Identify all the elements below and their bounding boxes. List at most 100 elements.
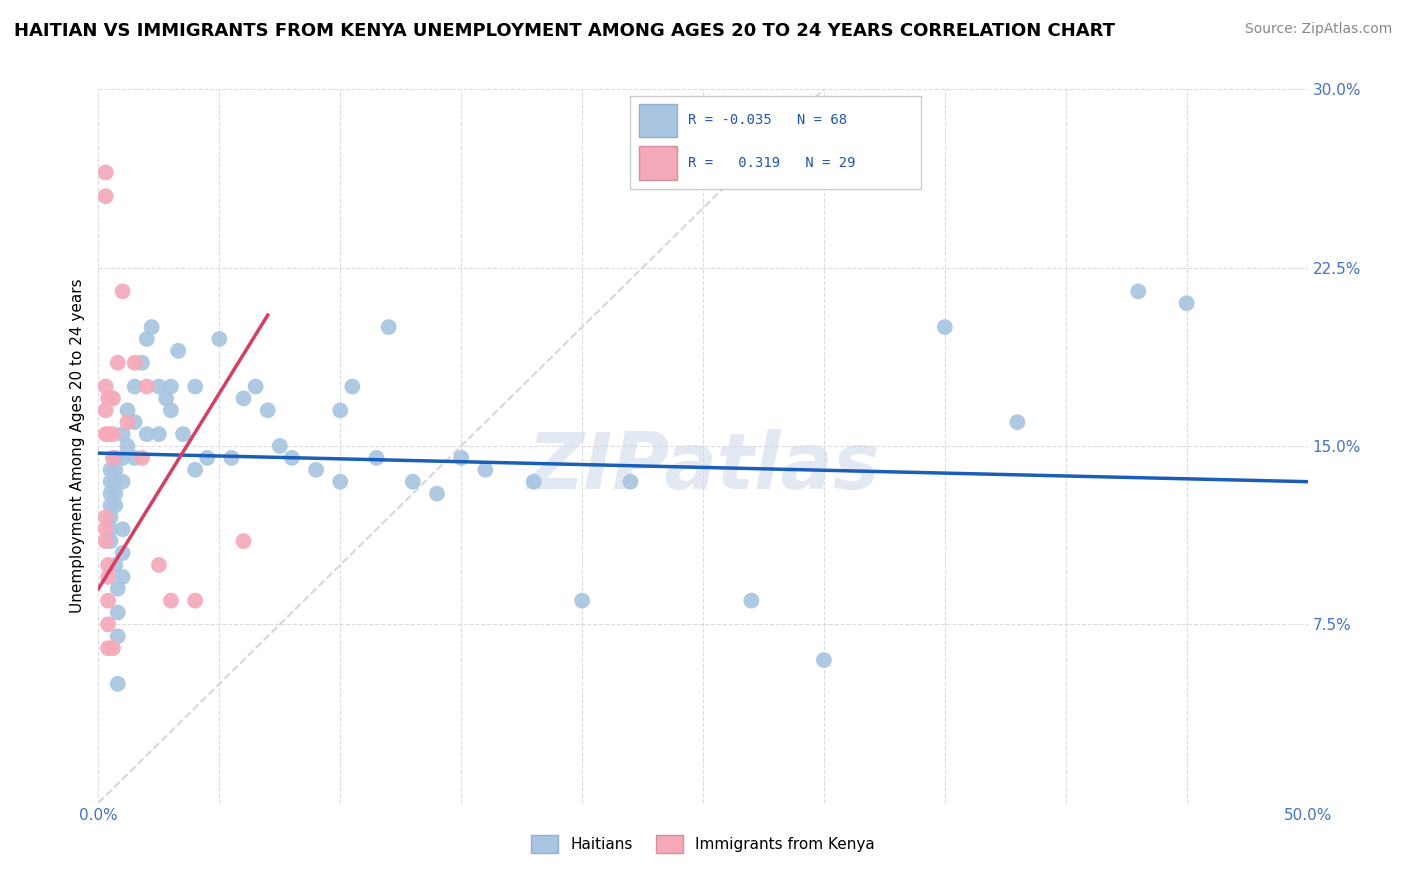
Point	[135, 332, 157, 346]
Point	[104, 475, 127, 489]
Point	[100, 499, 122, 513]
Point	[100, 534, 122, 549]
Point	[167, 343, 190, 358]
Point	[104, 450, 127, 465]
Point	[111, 427, 134, 442]
Point	[131, 450, 153, 465]
Point	[117, 403, 139, 417]
Point	[97, 558, 120, 572]
Point	[1128, 285, 1150, 299]
Point	[124, 450, 146, 465]
Point	[148, 558, 170, 572]
Text: HAITIAN VS IMMIGRANTS FROM KENYA UNEMPLOYMENT AMONG AGES 20 TO 24 YEARS CORRELAT: HAITIAN VS IMMIGRANTS FROM KENYA UNEMPLO…	[14, 22, 1115, 40]
Point	[1007, 415, 1029, 429]
Point	[740, 593, 762, 607]
Point	[195, 450, 218, 465]
Point	[111, 570, 134, 584]
Point	[107, 677, 129, 691]
Text: ZIPatlas: ZIPatlas	[527, 429, 879, 506]
Point	[117, 415, 139, 429]
Point	[104, 463, 127, 477]
Y-axis label: Unemployment Among Ages 20 to 24 years: Unemployment Among Ages 20 to 24 years	[69, 278, 84, 614]
Point	[111, 546, 134, 560]
Point	[619, 475, 641, 489]
Point	[269, 439, 291, 453]
Point	[104, 486, 127, 500]
Point	[94, 522, 117, 536]
Point	[160, 403, 183, 417]
Point	[100, 486, 122, 500]
Point	[124, 415, 146, 429]
Point	[94, 189, 117, 203]
Point	[160, 593, 183, 607]
Point	[245, 379, 267, 393]
Point	[100, 510, 122, 524]
Text: Source: ZipAtlas.com: Source: ZipAtlas.com	[1244, 22, 1392, 37]
Point	[97, 427, 120, 442]
Point	[94, 510, 117, 524]
Point	[94, 165, 117, 179]
Point	[111, 522, 134, 536]
Point	[107, 606, 129, 620]
Point	[155, 392, 177, 406]
Point	[124, 379, 146, 393]
Point	[184, 463, 207, 477]
Point	[97, 570, 120, 584]
Point	[100, 522, 122, 536]
Point	[184, 593, 207, 607]
Legend: Haitians, Immigrants from Kenya: Haitians, Immigrants from Kenya	[524, 829, 882, 859]
Point	[1175, 296, 1198, 310]
Point	[141, 320, 163, 334]
Point	[342, 379, 364, 393]
Point	[160, 379, 183, 393]
Point	[94, 403, 117, 417]
Point	[111, 450, 134, 465]
Point	[281, 450, 304, 465]
Point	[94, 379, 117, 393]
Point	[101, 392, 124, 406]
Point	[523, 475, 546, 489]
Point	[97, 593, 120, 607]
Point	[124, 356, 146, 370]
Point	[184, 379, 207, 393]
Point	[208, 332, 231, 346]
Point	[111, 475, 134, 489]
Point	[329, 403, 352, 417]
Point	[232, 534, 254, 549]
Point	[111, 285, 134, 299]
Point	[101, 641, 124, 656]
Point	[107, 629, 129, 643]
Point	[148, 379, 170, 393]
Point	[232, 392, 254, 406]
Point	[107, 582, 129, 596]
Point	[104, 558, 127, 572]
Point	[329, 475, 352, 489]
Point	[305, 463, 328, 477]
Point	[172, 427, 194, 442]
Point	[94, 534, 117, 549]
Point	[571, 593, 593, 607]
Point	[100, 475, 122, 489]
Point	[117, 439, 139, 453]
Point	[366, 450, 388, 465]
Point	[135, 427, 157, 442]
Point	[474, 463, 496, 477]
Point	[377, 320, 399, 334]
Point	[450, 450, 472, 465]
Point	[934, 320, 956, 334]
Point	[135, 379, 157, 393]
Point	[402, 475, 425, 489]
Point	[101, 427, 124, 442]
Point	[148, 427, 170, 442]
Point	[97, 392, 120, 406]
Point	[426, 486, 449, 500]
Point	[104, 499, 127, 513]
Point	[256, 403, 278, 417]
Point	[101, 450, 124, 465]
Point	[100, 463, 122, 477]
Point	[94, 427, 117, 442]
Point	[107, 356, 129, 370]
Point	[131, 356, 153, 370]
Point	[97, 641, 120, 656]
Point	[813, 653, 835, 667]
